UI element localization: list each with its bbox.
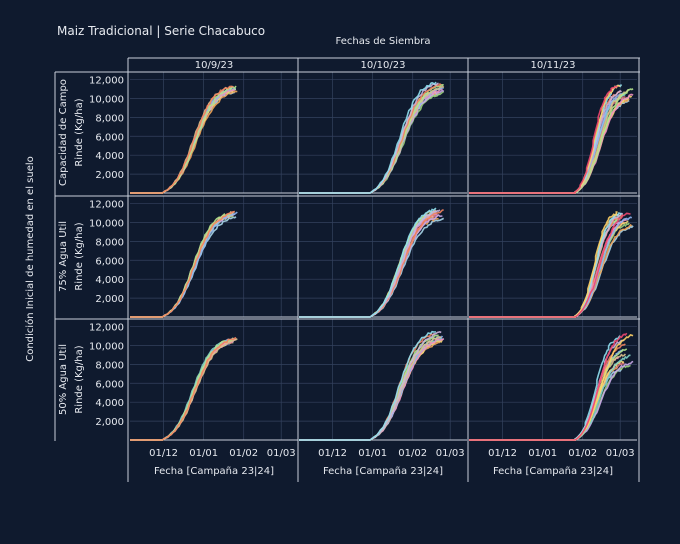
y-axis-label: Rinde (Kg/ha) [74,345,85,413]
yield-series-line [299,209,441,318]
facet-row-label: 75% Agua Util [58,221,69,292]
y-tick-label: 4,000 [95,151,124,162]
facet-row-label: 50% Agua Util [58,344,69,415]
x-tick-label: 01/03 [606,448,635,459]
y-axis-label: Rinde (Kg/ha) [74,98,85,166]
y-tick-label: 10,000 [89,94,124,105]
y-tick-label: 8,000 [95,360,124,371]
y-tick-label: 4,000 [95,275,124,286]
x-tick-label: 01/02 [568,448,597,459]
x-tick-label: 01/01 [528,448,557,459]
y-tick-label: 4,000 [95,398,124,409]
yield-series-line [469,85,618,194]
yield-series-line [299,82,439,194]
facet-column-label: 10/11/23 [531,60,576,71]
y-tick-label: 8,000 [95,237,124,248]
yield-series-line [469,84,621,194]
y-tick-label: 2,000 [95,294,124,305]
yield-series-line [299,330,437,441]
x-tick-label: 01/01 [189,448,218,459]
x-axis-label: Fecha [Campaña 23|24] [154,466,274,477]
x-tick-label: 01/02 [229,448,258,459]
yield-series-line [469,88,634,194]
y-tick-label: 6,000 [95,379,124,390]
facet-row-label: Capacidad de Campo [58,79,69,186]
row-group-title: Condición Inicial de humedad en el suelo [24,156,36,362]
x-tick-label: 01/12 [488,448,517,459]
y-tick-label: 6,000 [95,256,124,267]
y-tick-label: 12,000 [89,76,124,87]
yield-series-line [299,331,442,441]
x-tick-label: 01/12 [149,448,178,459]
yield-series-line [469,334,621,441]
facet-column-label: 10/9/23 [195,60,234,71]
yield-series-line [469,332,628,441]
x-tick-label: 01/12 [318,448,347,459]
x-axis-label: Fecha [Campaña 23|24] [323,466,443,477]
yield-series-line [469,212,631,318]
facet-panels: 10/9/23 10/10/23 10/11/23 Capacidad de Camp… [54,57,640,482]
yield-series-line [130,210,235,318]
yield-series-line [130,85,234,194]
y-tick-label: 10,000 [89,341,124,352]
x-tick-label: 01/02 [398,448,427,459]
y-tick-label: 2,000 [95,170,124,181]
x-axis-label: Fecha [Campaña 23|24] [493,466,613,477]
chart-title: Maiz Tradicional | Serie Chacabuco [57,24,265,38]
column-group-title: Fechas de Siembra [336,36,431,47]
yield-series-line [469,211,618,318]
y-tick-label: 8,000 [95,113,124,124]
y-axis-label: Rinde (Kg/ha) [74,222,85,290]
yield-series-line [299,81,437,194]
y-tick-label: 6,000 [95,132,124,143]
y-tick-label: 10,000 [89,218,124,229]
yield-series-line [299,207,437,318]
yield-series-line [130,336,237,441]
y-tick-label: 12,000 [89,200,124,211]
x-tick-label: 01/03 [267,448,296,459]
x-tick-label: 01/03 [436,448,465,459]
x-tick-label: 01/01 [358,448,387,459]
y-tick-label: 12,000 [89,323,124,334]
y-tick-label: 2,000 [95,417,124,428]
facet-column-label: 10/10/23 [361,60,406,71]
